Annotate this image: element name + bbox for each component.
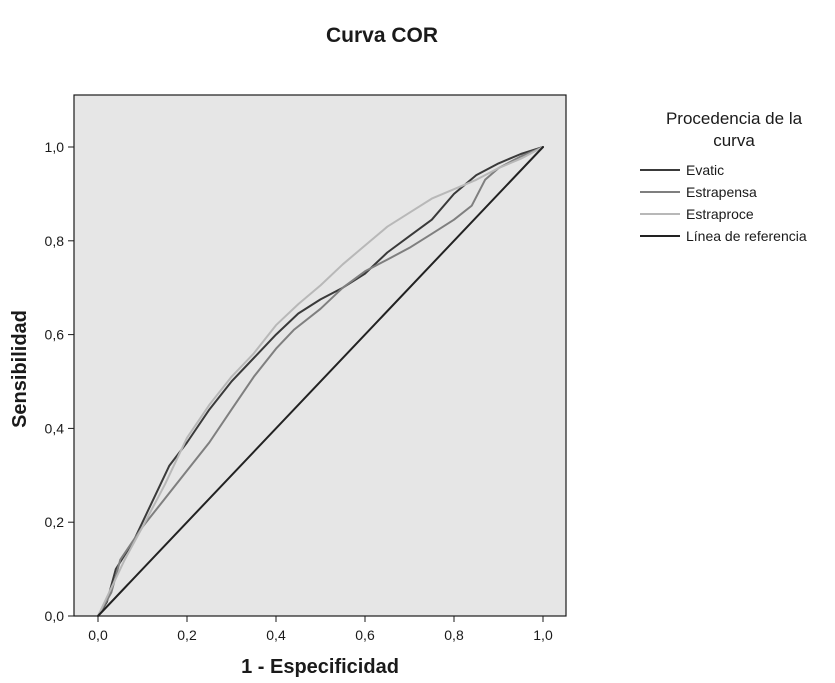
x-tick-label: 0,0: [88, 627, 108, 643]
y-tick-label: 0,2: [45, 514, 65, 530]
x-axis: 0,0 0,2 0,4 0,6 0,8 1,0: [88, 616, 553, 643]
legend-title-line-2: curva: [713, 131, 755, 150]
legend-label: Línea de referencia: [686, 228, 807, 244]
y-tick-label: 0,8: [45, 233, 65, 249]
series-layer: [97, 146, 544, 617]
legend-label: Estrapensa: [686, 184, 757, 200]
x-tick-label: 0,6: [355, 627, 375, 643]
series-line-1: [97, 146, 544, 617]
y-axis: 0,0 0,2 0,4 0,6 0,8 1,0: [45, 139, 74, 624]
x-tick-label: 0,4: [266, 627, 286, 643]
y-axis-label: Sensibilidad: [9, 310, 31, 428]
x-tick-label: 0,8: [444, 627, 464, 643]
chart-title: Curva COR: [326, 24, 438, 47]
legend-label: Estraproce: [686, 206, 754, 222]
y-tick-label: 1,0: [45, 139, 65, 155]
series-line-3: [97, 146, 544, 617]
legend-label: Evatic: [686, 162, 724, 178]
y-tick-label: 0,0: [45, 608, 65, 624]
x-tick-label: 0,2: [177, 627, 197, 643]
legend-items: Evatic Estrapensa Estraproce Línea de refer…: [640, 162, 807, 244]
legend: Procedencia de la curva Evatic Estrapensa…: [640, 109, 807, 244]
x-tick-label: 1,0: [533, 627, 553, 643]
y-tick-label: 0,6: [45, 327, 65, 343]
y-tick-label: 0,4: [45, 420, 65, 436]
x-axis-label: 1 - Especificidad: [241, 656, 399, 678]
legend-title-line-1: Procedencia de la: [666, 109, 803, 128]
series-line-2: [97, 146, 544, 617]
